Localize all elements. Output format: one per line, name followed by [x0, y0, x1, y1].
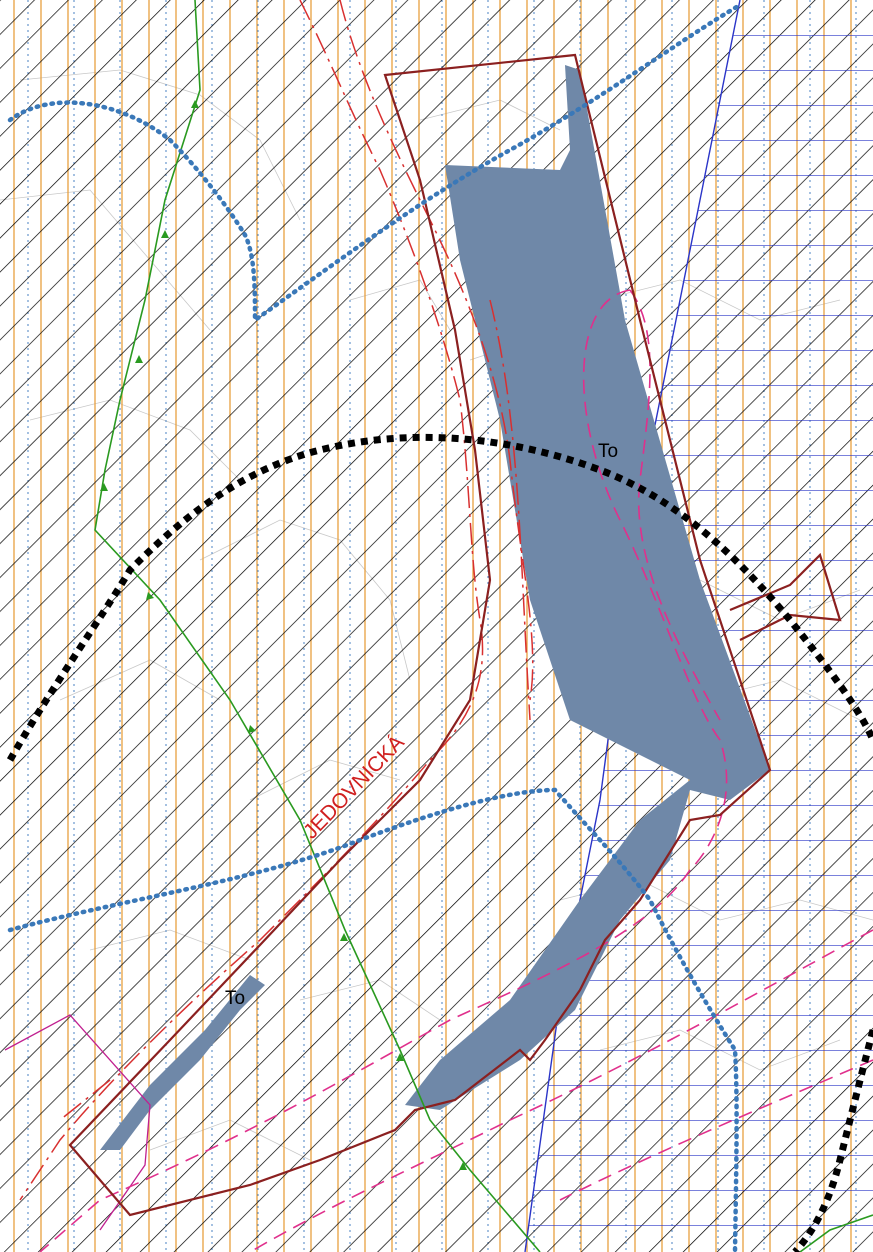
zone-code-label-lower: To	[225, 988, 245, 1009]
pink-dashed-lines	[39, 289, 873, 1252]
blue-dotted-boundary	[7, 2, 743, 1252]
green-watercourse	[94, 0, 873, 1252]
grey-fill-zone-main	[405, 65, 770, 1110]
brown-boundary	[68, 53, 772, 1217]
grey-fill-zone-small	[100, 975, 265, 1150]
black-dashed-boundary	[6, 433, 873, 1252]
red-dashdot-lines	[19, 0, 534, 1201]
zone-code-label-upper: To	[598, 441, 618, 462]
brown-boundary-appendix	[729, 552, 842, 641]
